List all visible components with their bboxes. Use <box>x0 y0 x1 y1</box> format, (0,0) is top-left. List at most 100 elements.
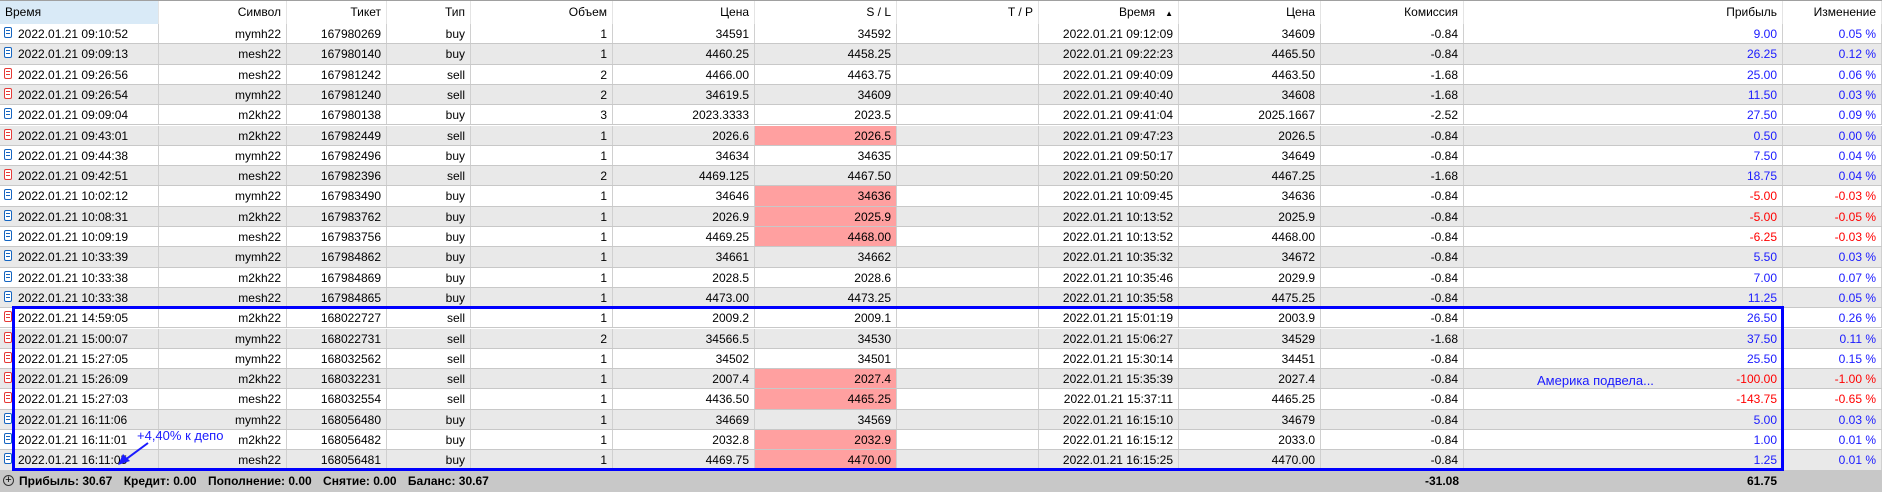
table-row[interactable]: 2022.01.21 15:27:03 mesh22 168032554 sell 1 4… <box>0 389 1882 410</box>
cell-close-time: 2022.01.21 09:12:09 <box>1039 24 1179 44</box>
profit-total: 61.75 <box>1746 474 1777 488</box>
cell-close-price: 2029.9 <box>1179 267 1321 287</box>
cell-close-time: 2022.01.21 16:15:25 <box>1039 450 1179 470</box>
cell-type: sell <box>387 389 471 409</box>
ticket-value: 167984862 <box>320 250 381 265</box>
column-header-open-time[interactable]: Время <box>0 1 159 24</box>
column-header-stop-loss[interactable]: S / L <box>755 1 897 24</box>
change-value: -0.05 % <box>1834 209 1876 224</box>
table-row[interactable]: 2022.01.21 16:11:05 mesh22 168056481 buy 1 44… <box>0 450 1882 471</box>
sell-order-icon <box>4 331 12 343</box>
table-row[interactable]: 2022.01.21 15:26:09 m2kh22 168032231 sell 1 2… <box>0 369 1882 390</box>
cell-open-time: 2022.01.21 14:59:05 <box>0 308 159 328</box>
cell-close-price: 2025.9 <box>1179 206 1321 226</box>
ticket-value: 167983490 <box>320 189 381 204</box>
change-value: -0.03 % <box>1834 189 1876 204</box>
ticket-value: 167982449 <box>320 128 381 143</box>
cell-commission: -0.84 <box>1321 44 1464 64</box>
table-row[interactable]: 2022.01.21 15:27:05 mymh22 168032562 sell 1 3… <box>0 348 1882 370</box>
open-price-value: 34502 <box>715 351 749 366</box>
cell-symbol: mymh22 <box>159 247 287 267</box>
symbol-value: mymh22 <box>234 87 281 102</box>
column-header-type[interactable]: Тип <box>387 1 471 24</box>
column-header-volume[interactable]: Объем <box>471 1 613 24</box>
sell-order-icon <box>4 128 12 140</box>
table-row[interactable]: 2022.01.21 09:26:54 mymh22 167981240 sell 2 3… <box>0 84 1882 106</box>
close-price-value: 4468.00 <box>1271 230 1315 244</box>
cell-symbol: mymh22 <box>159 348 287 369</box>
cell-type: buy <box>387 186 471 206</box>
close-price-value: 34609 <box>1281 27 1315 41</box>
table-row[interactable]: 2022.01.21 15:00:07 mymh22 168022731 sell 2 3… <box>0 328 1882 349</box>
table-row[interactable]: 2022.01.21 09:43:01 m2kh22 167982449 sell 1 2… <box>0 125 1882 146</box>
cell-stop-loss: 34636 <box>755 186 897 206</box>
cell-open-time: 2022.01.21 09:42:51 <box>0 166 159 186</box>
america-annotation: Америка подвела... <box>1537 373 1654 388</box>
cell-symbol: mesh22 <box>159 166 287 186</box>
open-price-value: 4436.50 <box>705 392 749 407</box>
column-header-close-price[interactable]: Цена <box>1179 1 1321 24</box>
column-header-open-price[interactable]: Цена <box>613 1 755 24</box>
cell-profit: 9.00 <box>1464 24 1783 44</box>
table-row[interactable]: 2022.01.21 09:44:38 mymh22 167982496 buy 1 34… <box>0 145 1882 167</box>
table-row[interactable]: 2022.01.21 16:11:01 m2kh22 168056482 buy 1 20… <box>0 430 1882 451</box>
profit-value: 27.50 <box>1746 108 1777 123</box>
table-row[interactable]: 2022.01.21 10:09:19 mesh22 167983756 buy 1 44… <box>0 227 1882 248</box>
buy-order-icon <box>4 47 12 59</box>
symbol-value: m2kh22 <box>238 311 281 326</box>
column-header-close-time[interactable]: Время ▲ <box>1039 1 1179 24</box>
cell-symbol: mymh22 <box>159 145 287 166</box>
cell-close-price: 34529 <box>1179 328 1321 348</box>
change-value: 0.04 % <box>1838 169 1876 184</box>
table-row[interactable]: 2022.01.21 10:33:39 mymh22 167984862 buy 1 34… <box>0 247 1882 268</box>
column-header-label: Изменение <box>1813 5 1876 19</box>
table-row[interactable]: 2022.01.21 16:11:06 mymh22 168056480 buy 1 34… <box>0 409 1882 430</box>
ticket-value: 168056480 <box>320 412 381 427</box>
column-header-ticket[interactable]: Тикет <box>287 1 387 24</box>
cell-symbol: mesh22 <box>159 227 287 247</box>
ticket-value: 168032554 <box>320 392 381 407</box>
table-row[interactable]: 2022.01.21 09:09:13 mesh22 167980140 buy 1 44… <box>0 44 1882 65</box>
expand-plus-icon[interactable]: + <box>3 475 14 486</box>
commission-value: -0.84 <box>1430 290 1458 305</box>
table-row[interactable]: 2022.01.21 09:09:04 m2kh22 167980138 buy 3 20… <box>0 105 1882 126</box>
cell-commission: -0.84 <box>1321 450 1464 470</box>
open-time-value: 2022.01.21 16:11:06 <box>18 412 128 427</box>
table-row[interactable]: 2022.01.21 09:26:56 mesh22 167981242 sell 2 4… <box>0 64 1882 85</box>
symbol-value: mymh22 <box>234 412 281 427</box>
close-price-value: 4467.25 <box>1271 169 1315 184</box>
buy-order-icon <box>4 290 12 302</box>
table-row[interactable]: 2022.01.21 10:08:31 m2kh22 167983762 buy 1 20… <box>0 206 1882 227</box>
column-header-symbol[interactable]: Символ <box>159 1 287 24</box>
column-header-commission[interactable]: Комиссия <box>1321 1 1464 24</box>
cell-open-time: 2022.01.21 10:33:38 <box>0 267 159 287</box>
table-row[interactable]: 2022.01.21 10:02:12 mymh22 167983490 buy 1 34… <box>0 186 1882 207</box>
ticket-value: 167980138 <box>320 108 381 123</box>
cell-commission: -0.84 <box>1321 409 1464 429</box>
column-header-profit[interactable]: Прибыль <box>1464 1 1783 24</box>
cell-open-time: 2022.01.21 15:00:07 <box>0 328 159 348</box>
cell-symbol: m2kh22 <box>159 430 287 450</box>
open-price-value: 34634 <box>715 148 749 163</box>
volume-value: 1 <box>600 47 607 62</box>
table-row[interactable]: 2022.01.21 10:33:38 m2kh22 167984869 buy 1 20… <box>0 267 1882 288</box>
volume-value: 1 <box>600 128 607 143</box>
cell-ticket: 167983762 <box>287 206 387 226</box>
open-price-value: 34566.5 <box>705 331 749 346</box>
stop-loss-value: 2032.9 <box>854 433 891 447</box>
cell-open-time: 2022.01.21 10:09:19 <box>0 227 159 247</box>
cell-close-price: 34608 <box>1179 84 1321 105</box>
commission-value: -1.68 <box>1430 67 1458 82</box>
close-time-value: 2022.01.21 16:15:12 <box>1062 433 1173 447</box>
table-row[interactable]: 2022.01.21 14:59:05 m2kh22 168022727 sell 1 2… <box>0 308 1882 329</box>
volume-value: 1 <box>600 230 607 244</box>
deposit-gain-annotation: +4,40% к депо <box>137 428 224 443</box>
sell-order-icon <box>4 87 12 99</box>
open-time-value: 2022.01.21 16:11:01 <box>18 433 128 447</box>
cell-open-price: 4469.25 <box>613 227 755 247</box>
column-header-take-profit[interactable]: T / P <box>897 1 1039 24</box>
table-row[interactable]: 2022.01.21 09:10:52 mymh22 167980269 buy 1 34… <box>0 24 1882 45</box>
volume-value: 1 <box>600 433 607 447</box>
open-time-value: 2022.01.21 15:26:09 <box>18 372 129 387</box>
symbol-value: m2kh22 <box>238 128 281 143</box>
